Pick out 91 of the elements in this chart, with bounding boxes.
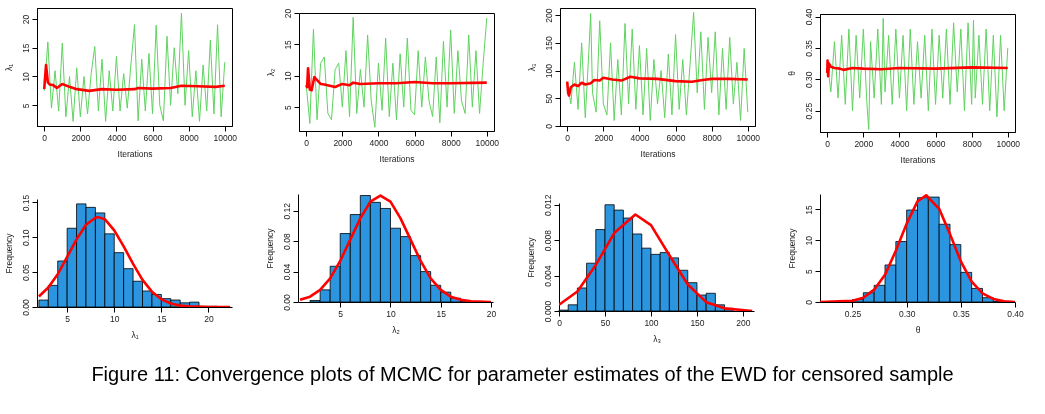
x-tick-label: 20	[486, 308, 497, 319]
x-tick-label: 0	[42, 132, 48, 143]
caption: Figure 11: Convergence plots of MCMC for parameter estimates of the EWD for censored sample	[90, 363, 955, 386]
y-axis-title: λ₂	[265, 68, 276, 77]
y-tick-label: 0.00	[281, 293, 292, 311]
y-axis-title: Frequency	[3, 232, 14, 274]
x-tick-label: 10000	[736, 132, 761, 143]
y-tick-label: 0.08	[281, 233, 292, 250]
y-tick-label: 0.15	[20, 194, 31, 212]
x-tick-label: 4000	[630, 132, 650, 143]
y-tick-label: 0.012	[542, 194, 553, 216]
x-tick-label: 0	[557, 317, 563, 328]
x-axis-title: θ	[915, 325, 921, 335]
y-tick-label: 0.35	[803, 39, 814, 57]
y-axis-title: θ	[786, 70, 797, 76]
x-tick-label: 0	[825, 138, 831, 149]
x-tick-label: 6000	[666, 132, 686, 143]
x-tick-label: 2000	[594, 132, 614, 143]
y-axis-title: λ₃	[526, 63, 537, 72]
y-tick-label: 5	[20, 103, 31, 109]
y-tick-label: 0.004	[542, 265, 553, 287]
y-tick-label: 5	[803, 269, 814, 275]
x-tick-label: 100	[644, 317, 659, 328]
x-tick-label: 150	[690, 317, 705, 328]
x-tick-label: 0.40	[1007, 308, 1025, 319]
y-axis-title: Frequency	[525, 236, 536, 278]
x-tick-label: 10000	[475, 137, 500, 148]
y-tick-label: 15	[803, 204, 814, 215]
x-tick-label: 0.35	[953, 308, 970, 319]
x-tick-label: 10000	[996, 138, 1021, 149]
x-tick-label: 8000	[962, 138, 982, 149]
x-axis-title: λ₂	[392, 325, 400, 335]
x-tick-label: 10	[386, 308, 396, 319]
x-axis-title: Iterations	[900, 155, 936, 165]
x-tick-label: 15	[157, 313, 167, 324]
x-axis-title: Iterations	[117, 149, 153, 159]
x-tick-label: 200	[736, 317, 751, 328]
y-tick-label: 20	[20, 14, 31, 25]
x-tick-label: 0.25	[844, 308, 862, 319]
y-tick-label: 10	[20, 72, 31, 82]
x-tick-label: 2000	[854, 138, 874, 149]
y-tick-label: 0.25	[803, 102, 814, 120]
y-tick-label: 0.05	[20, 264, 31, 281]
x-tick-label: 8000	[702, 132, 722, 143]
y-tick-label: 10	[803, 235, 814, 246]
y-tick-label: 15	[282, 39, 293, 50]
y-axis-title: λ₁	[3, 63, 14, 72]
y-tick-label: 200	[543, 8, 554, 23]
y-tick-label: 0.10	[20, 229, 31, 247]
y-tick-label: 0	[543, 123, 554, 129]
x-axis-title: Iterations	[640, 149, 676, 159]
y-tick-label: 10	[282, 71, 293, 81]
y-axis-title: Frequency	[786, 227, 797, 269]
x-tick-label: 5	[65, 313, 71, 324]
x-tick-label: 4000	[107, 132, 127, 143]
x-tick-label: 6000	[143, 132, 163, 143]
x-tick-label: 50	[600, 317, 611, 328]
x-tick-label: 10	[110, 313, 120, 324]
x-tick-label: 6000	[405, 137, 425, 148]
x-tick-label: 2000	[71, 132, 91, 143]
y-tick-label: 50	[543, 93, 554, 104]
y-tick-label: 100	[543, 63, 554, 79]
x-tick-label: 8000	[179, 132, 199, 143]
x-tick-label: 0.30	[898, 308, 916, 319]
y-tick-label: 0.40	[803, 8, 814, 26]
y-tick-label: 0	[803, 299, 814, 305]
x-axis-title: λ₁	[131, 330, 139, 340]
y-tick-label: 0.30	[803, 71, 814, 89]
x-tick-label: 2000	[333, 137, 353, 148]
y-tick-label: 150	[543, 36, 554, 51]
x-tick-label: 0	[304, 137, 310, 148]
x-tick-label: 8000	[441, 137, 461, 148]
x-tick-label: 0	[565, 132, 571, 143]
x-tick-label: 6000	[926, 138, 946, 149]
x-tick-label: 4000	[369, 137, 389, 148]
y-tick-label: 15	[20, 43, 31, 53]
x-axis-title: Iterations	[379, 154, 415, 164]
x-tick-label: 15	[436, 308, 447, 319]
x-tick-label: 10000	[213, 132, 238, 143]
y-tick-label: 0.008	[542, 229, 553, 252]
y-tick-label: 0.00	[20, 298, 31, 316]
x-axis-title: λ₃	[653, 334, 661, 344]
y-tick-label: 0.04	[281, 263, 292, 281]
y-tick-label: 5	[282, 105, 293, 111]
y-axis-title: Frequency	[264, 227, 275, 269]
x-tick-label: 20	[204, 313, 214, 324]
y-tick-label: 0.12	[281, 202, 292, 220]
x-tick-label: 5	[338, 308, 344, 319]
x-tick-label: 4000	[890, 138, 910, 149]
y-tick-label: 20	[282, 8, 293, 19]
y-tick-label: 0.000	[542, 300, 553, 323]
